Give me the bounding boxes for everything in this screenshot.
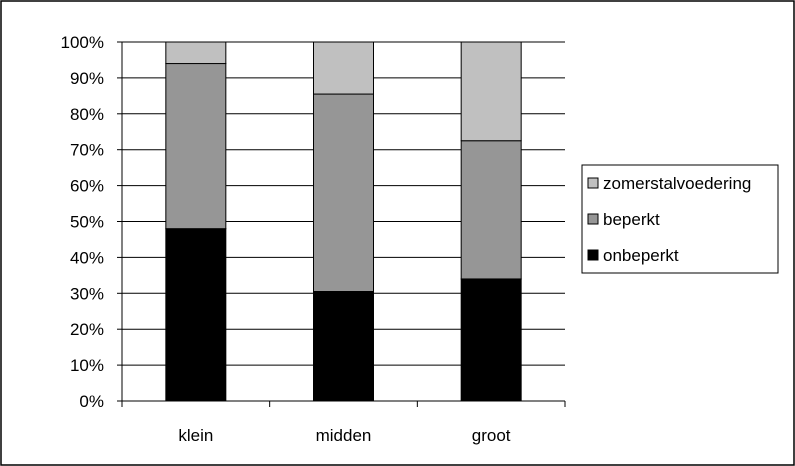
bar-segment-beperkt-groot [460,140,522,280]
y-tick-label: 70% [70,141,104,160]
bar-segment-onbeperkt-groot [460,278,522,402]
bar-segment-zomerstalvoedering-midden [313,41,374,95]
y-tick-label: 0% [79,392,104,411]
x-tick-labels: klein midden groot [178,426,510,445]
bar-segment-zomerstalvoedering-groot [460,41,522,142]
legend-label-zomerstalvoedering: zomerstalvoedering [603,174,751,193]
legend-label-onbeperkt: onbeperkt [603,246,679,265]
legend-label-beperkt: beperkt [603,210,660,229]
bar-segment-onbeperkt-midden [313,291,374,402]
x-tick-label: midden [316,426,372,445]
y-tick-label: 40% [70,248,104,267]
y-tick-label: 30% [70,284,104,303]
legend-swatch-beperkt [587,213,599,225]
bar-stacks [165,41,522,402]
y-tick-label: 50% [70,213,104,232]
x-tick-label: groot [472,426,511,445]
y-tick-label: 80% [70,105,104,124]
bar-segment-onbeperkt-klein [165,228,227,402]
y-tick-label: 60% [70,177,104,196]
y-tick-label: 10% [70,356,104,375]
legend-swatch-onbeperkt [587,249,599,261]
legend: zomerstalvoedering beperkt onbeperkt [581,164,779,274]
bar-segment-beperkt-midden [313,93,374,293]
x-tick-label: klein [178,426,213,445]
y-tick-label: 20% [70,320,104,339]
legend-box [581,164,779,274]
y-tick-labels: 0% 10% 20% 30% 40% 50% 60% 70% 80% 90% 100% [61,33,104,411]
y-tick-label: 100% [61,33,104,52]
axes [117,41,566,407]
bar-segment-beperkt-klein [165,63,227,230]
y-tick-label: 90% [70,69,104,88]
bar-segment-zomerstalvoedering-klein [165,41,227,65]
legend-swatch-zomerstalvoedering [587,177,599,189]
